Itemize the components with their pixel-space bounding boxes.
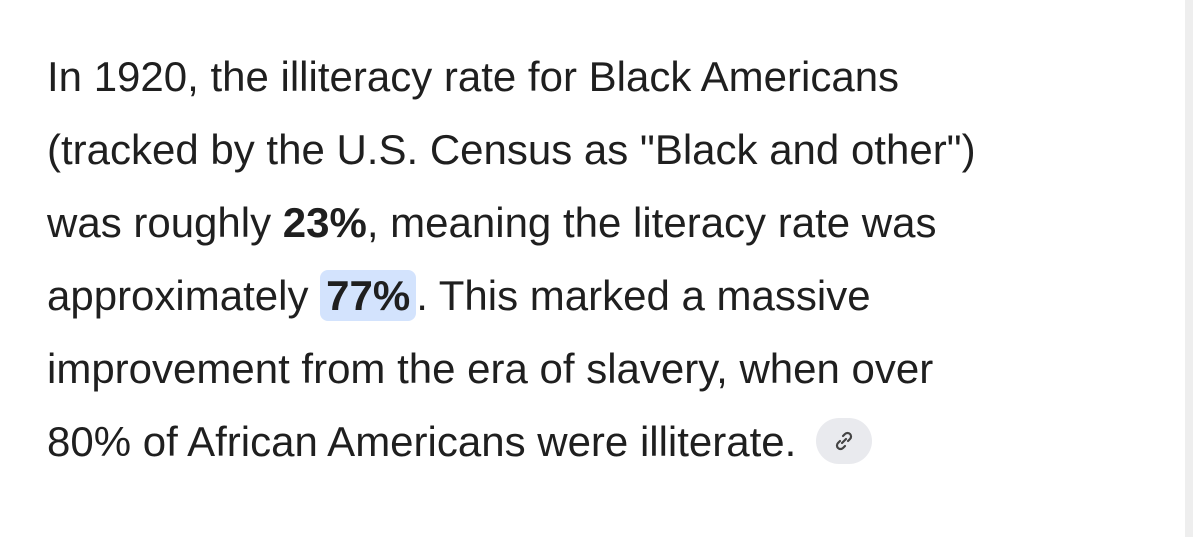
text: improvement from the era of slavery, whe… (47, 345, 934, 392)
source-link-button[interactable] (816, 417, 873, 464)
highlighted-text[interactable]: 77% (320, 270, 417, 321)
bold-text: 23% (282, 199, 367, 246)
text: (tracked by the U.S. Census as "Black an… (47, 126, 976, 173)
text-line: (tracked by the U.S. Census as "Black an… (47, 113, 976, 186)
text: In 1920, the illiteracy rate for Black A… (47, 53, 900, 100)
response-paragraph: In 1920, the illiteracy rate for Black A… (47, 40, 976, 478)
text: . This marked a massive (416, 272, 871, 319)
text-line: In 1920, the illiteracy rate for Black A… (47, 40, 976, 113)
text-line: 80% of African Americans were illiterate… (47, 405, 976, 478)
text-line: improvement from the era of slavery, whe… (47, 332, 976, 405)
scrollbar (1185, 0, 1193, 537)
text-line: was roughly 23%, meaning the literacy ra… (47, 186, 976, 259)
text: 80% of African Americans were illiterate… (47, 418, 797, 465)
text: approximately (47, 272, 321, 319)
link-icon (836, 431, 853, 451)
text-line: approximately 77%. This marked a massive (47, 259, 976, 332)
text: was roughly (47, 199, 283, 246)
text: , meaning the literacy rate was (366, 199, 937, 246)
